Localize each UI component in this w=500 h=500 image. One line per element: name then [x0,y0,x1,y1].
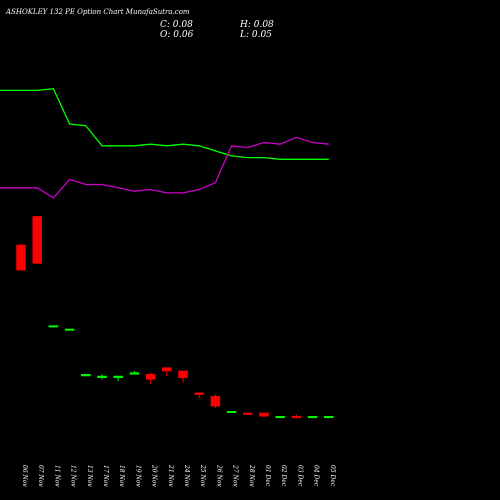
open-readout: O: 0.06 [160,30,194,40]
candle [129,370,140,375]
candle [81,374,91,377]
candle [210,394,221,408]
candle-body [178,370,188,378]
candle-body [113,375,123,378]
x-tick-label: 03 Dec [296,465,303,487]
candle-body [226,411,237,414]
overlay-lines [0,88,329,199]
high-readout: H: 0.08 [239,20,274,30]
candle-body [32,216,42,264]
candle-body [291,416,302,419]
x-tick-label: 12 Nov [70,465,77,487]
candle [324,416,334,419]
candle-body [210,395,221,407]
candle [194,392,204,398]
x-tick-label: 11 Nov [53,465,60,487]
candle-body [81,374,91,377]
x-tick-label: 27 Nov [232,464,239,487]
candle-body [97,375,107,378]
x-tick-label: 26 Nov [215,464,222,487]
candle-body [129,372,140,375]
x-tick-label: 01 Dec [264,465,271,487]
x-tick-label: 20 Nov [151,464,158,487]
candle [243,412,253,415]
candle-body [243,412,253,415]
chart-title: ASHOKLEY 132 PE Option Chart MunafaSutra… [5,8,190,16]
candle [307,416,318,419]
x-tick-label: 02 Dec [280,465,287,487]
candle [113,375,123,382]
candle-body [307,416,318,419]
x-tick-label: 06 Nov [21,465,28,487]
candle [16,244,26,271]
candle-body [48,325,59,328]
close-readout: C: 0.08 [160,20,193,30]
x-tick-label: 13 Nov [86,465,93,487]
candle-body [275,416,285,419]
x-tick-label: 28 Nov [248,464,255,487]
candle [162,367,172,376]
candle [64,328,75,331]
candle-body [162,367,172,372]
candle-body [145,374,156,380]
x-axis-labels: 06 Nov 07 Nov 11 Nov 12 Nov 13 Nov 17 Nov 18 N… [21,464,336,487]
x-tick-label: 24 Nov [183,464,190,487]
candles [16,216,334,419]
candle-body [324,416,334,419]
x-tick-label: 25 Nov [199,464,206,487]
candle-body [64,328,75,331]
candle [226,411,237,414]
candle [291,414,302,419]
low-readout: L: 0.05 [239,30,272,40]
overlay-line-2 [0,136,329,199]
candle [32,216,42,264]
candle [178,370,188,383]
candle-body [16,244,26,271]
x-tick-label: 19 Nov [134,465,141,487]
x-tick-label: 18 Nov [118,465,125,487]
candle [275,416,285,419]
x-tick-label: 04 Dec [313,465,320,487]
candle [48,325,59,328]
overlay-line-1 [0,88,329,160]
candle-body [194,392,204,395]
x-tick-label: 21 Nov [167,464,174,487]
x-tick-label: 05 Dec [329,465,336,487]
candle [97,374,107,380]
x-tick-label: 07 Nov [37,465,44,487]
x-tick-label: 17 Nov [102,465,109,487]
candle [145,372,156,385]
candle [259,412,269,417]
candle-body [259,412,269,417]
